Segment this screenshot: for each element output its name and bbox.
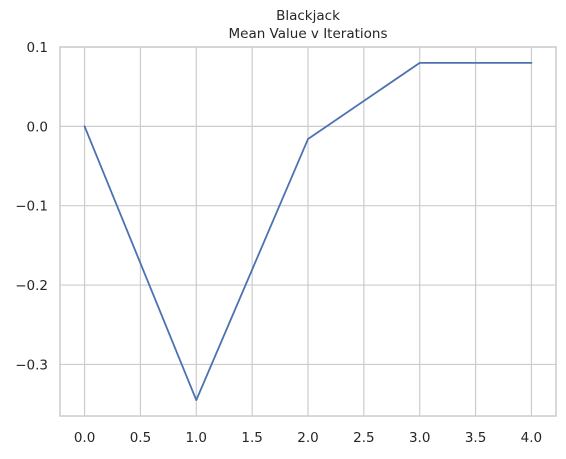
x-axis-ticks: 0.0 0.5 1.0 1.5 2.0 2.5 3.0 3.5 4.0: [74, 430, 542, 446]
chart-subtitle: Mean Value v Iterations: [228, 26, 387, 42]
x-tick-label: 2.0: [297, 430, 318, 446]
y-tick-label: −0.2: [15, 278, 48, 294]
x-tick-label: 1.0: [186, 430, 207, 446]
x-tick-label: 0.5: [130, 430, 151, 446]
x-tick-label: 1.5: [241, 430, 262, 446]
x-tick-label: 3.5: [465, 430, 486, 446]
x-tick-label: 3.0: [409, 430, 430, 446]
series-layer: [83, 61, 533, 402]
x-tick-label: 4.0: [521, 430, 542, 446]
y-tick-label: 0.1: [27, 40, 48, 56]
x-tick-label: 2.5: [353, 430, 374, 446]
y-tick-label: −0.1: [15, 199, 48, 215]
x-tick-label: 0.0: [74, 430, 95, 446]
y-axis-ticks: 0.1 0.0 −0.1 −0.2 −0.3: [15, 40, 48, 373]
axes-frame: [59, 46, 557, 417]
axes-spines: [59, 46, 557, 417]
series-line: [83, 61, 533, 402]
chart-title: Blackjack: [276, 8, 340, 24]
grid: [60, 46, 556, 416]
y-tick-label: 0.0: [27, 119, 48, 135]
y-tick-label: −0.3: [15, 357, 48, 373]
